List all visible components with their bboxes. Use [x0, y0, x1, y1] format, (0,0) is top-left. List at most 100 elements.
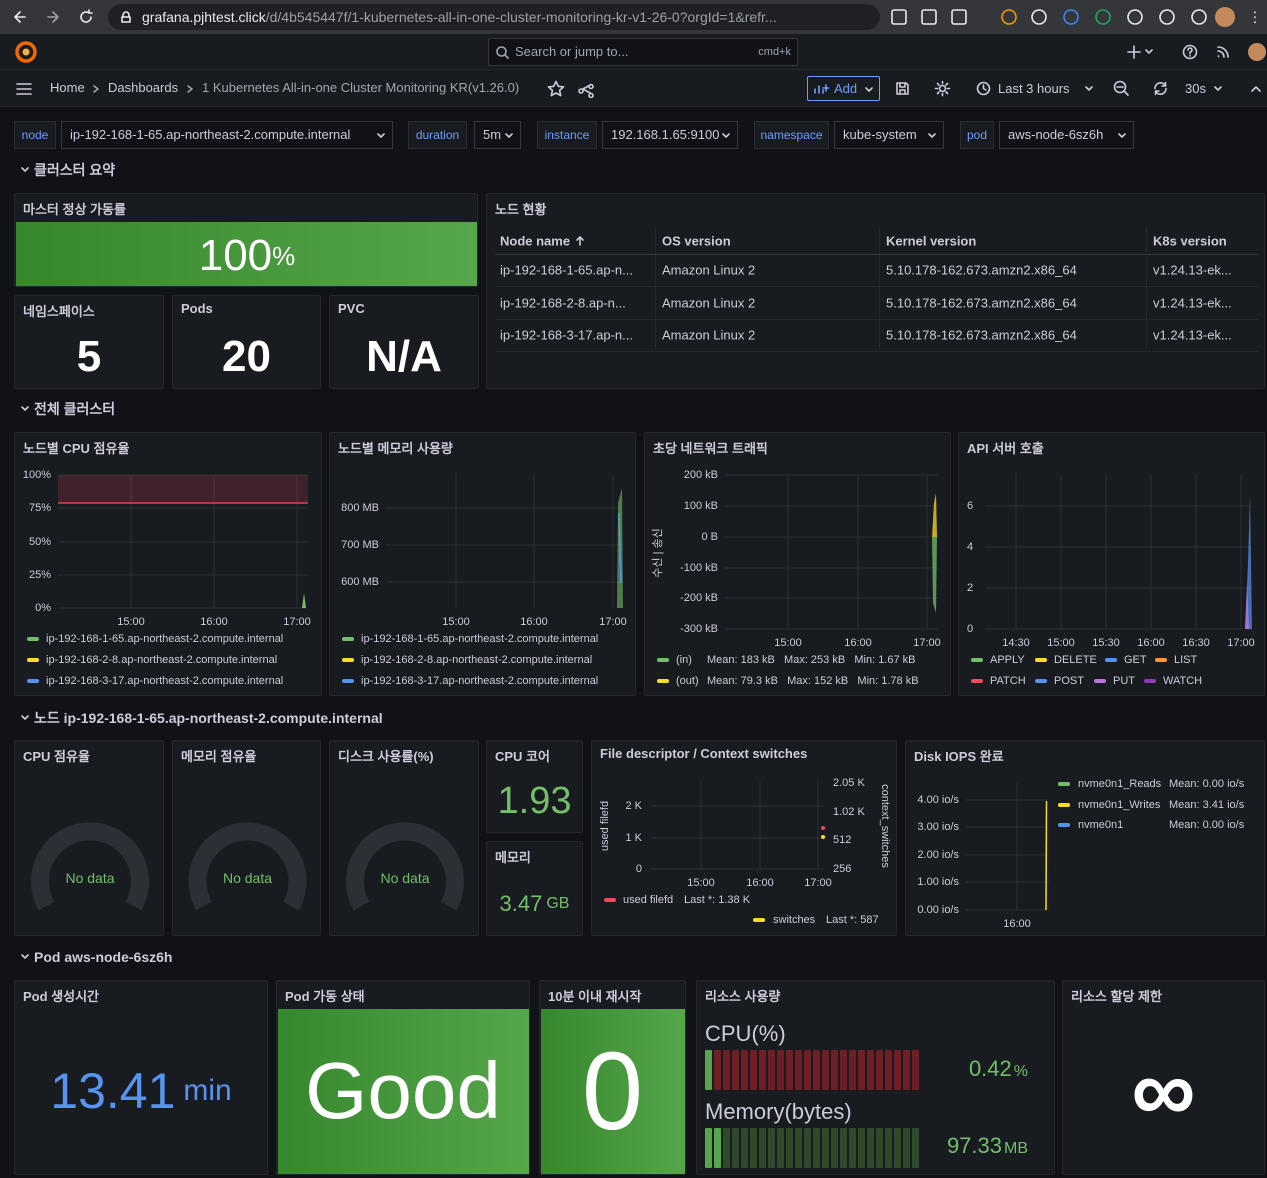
browser-icon[interactable] — [1062, 8, 1080, 26]
legend-swatch — [657, 679, 669, 683]
bar-gauge-cell — [912, 1050, 919, 1090]
time-range: Last 3 hours — [998, 81, 1070, 96]
browser-icon[interactable] — [1000, 8, 1018, 26]
legend-swatch — [604, 898, 616, 902]
bar-gauge-label: CPU(%) — [705, 1021, 786, 1046]
browser-icon[interactable] — [1094, 8, 1112, 26]
save-button[interactable] — [894, 80, 911, 97]
table-cell: ip-192-168-3-17.ap-n... — [500, 327, 633, 343]
user-avatar — [1248, 43, 1266, 61]
table-divider — [495, 254, 1258, 255]
bar-gauge-cell — [786, 1050, 793, 1090]
reload-button[interactable] — [78, 9, 94, 25]
y-tick-label: 2 K — [625, 800, 642, 812]
variable-label: instance — [537, 121, 597, 149]
browser-icon[interactable] — [1030, 8, 1048, 26]
x-tick-label: 17:00 — [804, 877, 832, 889]
menu-button[interactable] — [15, 81, 33, 97]
stat-number: 13.41 — [50, 1063, 176, 1119]
y-tick-label: 0 — [635, 863, 642, 875]
panel-title: 리소스 할당 제한 — [1071, 989, 1162, 1004]
time-picker[interactable]: Last 3 hours — [972, 76, 1102, 101]
browser-icon[interactable] — [890, 8, 908, 26]
breadcrumb-item[interactable]: Dashboards — [108, 80, 179, 95]
row-title: 전체 클러스터 — [34, 401, 116, 417]
browser-icon[interactable] — [1126, 8, 1144, 26]
chevron — [377, 133, 385, 138]
variable-select[interactable]: kube-system — [834, 121, 944, 149]
clock-icon — [976, 81, 991, 96]
bar-gauge-cell — [795, 1128, 802, 1168]
y-tick-label: 0 B — [701, 531, 718, 543]
add-button[interactable]: Add — [807, 76, 880, 101]
breadcrumb-item[interactable]: Home — [50, 80, 85, 95]
threshold-area — [58, 475, 308, 503]
add-icon — [814, 84, 829, 94]
browser-icon-shape — [1159, 9, 1175, 25]
chevron-shape — [21, 167, 29, 172]
settings-button[interactable] — [934, 80, 951, 97]
legend-name: used filefd — [623, 894, 674, 906]
bar-gauge-cell — [813, 1128, 820, 1168]
help-button[interactable] — [1182, 44, 1198, 60]
new-button[interactable] — [1126, 44, 1142, 60]
forward-button[interactable] — [45, 9, 61, 25]
legend-name: switches — [773, 914, 816, 926]
row-header[interactable]: Pod aws-node-6sz6h — [14, 947, 172, 967]
refresh-value: 30s — [1185, 81, 1206, 96]
variable-select[interactable]: ip-192-168-1-65.ap-northeast-2.compute.i… — [61, 121, 393, 149]
legend-item: ip-192-168-1-65.ap-northeast-2.compute.i… — [46, 633, 284, 645]
variable-select[interactable]: 192.168.1.65:9100 — [602, 121, 738, 149]
variable-select[interactable]: 5m — [474, 121, 521, 149]
variable-select[interactable]: aws-node-6sz6h — [999, 121, 1134, 149]
chevron-shape — [722, 133, 730, 138]
zoom-out-button[interactable] — [1113, 80, 1130, 97]
search-box[interactable]: Search or jump to... cmd+k — [488, 38, 798, 66]
bar-gauge-cell — [750, 1128, 757, 1168]
back-button[interactable] — [12, 9, 28, 25]
panel: File descriptor / Context switches 2 K 1 K… — [591, 740, 897, 936]
profile-avatar — [1215, 7, 1235, 27]
bar-gauge-cell — [894, 1128, 901, 1168]
browser-icon-shape — [1095, 9, 1111, 25]
star-button[interactable] — [547, 80, 565, 98]
y-tick-label: 0% — [35, 602, 51, 614]
browser-icon[interactable] — [1158, 8, 1176, 26]
panel: 노드별 메모리 사용량 800 MB 700 MB 600 MB 15:00 16:00 1… — [329, 432, 636, 696]
refresh-button[interactable] — [1152, 80, 1169, 97]
table-cell: Amazon Linux 2 — [662, 262, 756, 278]
row-header[interactable]: 노드 ip-192-168-1-65.ap-northeast-2.comput… — [14, 708, 383, 728]
legend-item: PUT — [1113, 675, 1135, 687]
browser-icon[interactable] — [950, 8, 968, 26]
news-button[interactable] — [1215, 44, 1231, 60]
bar-gauge-cell — [741, 1050, 748, 1090]
row-header[interactable]: 클러스터 요약 — [14, 160, 115, 180]
panel: Pods 20 — [172, 295, 321, 389]
breadcrumb-item[interactable]: 1 Kubernetes All-in-one Cluster Monitori… — [202, 80, 520, 95]
y-tick-label: 25% — [28, 569, 51, 581]
chevron — [1145, 49, 1153, 54]
row-header[interactable]: 전체 클러스터 — [14, 399, 115, 419]
address-bar[interactable]: grafana.pjhtest.click/d/4b545447f/1-kube… — [108, 4, 880, 30]
table-cell: v1.24.13-ek... — [1153, 262, 1232, 278]
stat-background — [16, 222, 477, 286]
stat-number: 0 — [581, 1029, 644, 1153]
browser-menu[interactable] — [1250, 9, 1260, 25]
browser-icon[interactable] — [1190, 8, 1208, 26]
browser-icon[interactable] — [920, 8, 938, 26]
share-button[interactable] — [578, 80, 596, 98]
legend-stats: Last *: 587 — [826, 914, 879, 926]
panel: 노드별 CPU 점유율 100% 75% 50% 25% 0% 15:00 16:00 17:0… — [14, 432, 322, 696]
variable-label: node — [14, 121, 56, 149]
series-line — [618, 512, 622, 584]
refresh-interval[interactable]: 30s — [1180, 76, 1230, 101]
bar-gauge-cell — [705, 1128, 712, 1168]
x-tick-label: 16:00 — [520, 616, 548, 628]
collapse-button[interactable] — [1250, 84, 1262, 94]
legend-swatch — [1105, 658, 1117, 662]
bar-gauge-value: 97.33 MB — [947, 1133, 1028, 1159]
column-divider — [1146, 228, 1147, 348]
y2-tick-label: 1.02 K — [833, 806, 865, 818]
legend-swatch — [971, 658, 983, 662]
panel: Pod 생성시간 13.41 min — [14, 980, 268, 1175]
